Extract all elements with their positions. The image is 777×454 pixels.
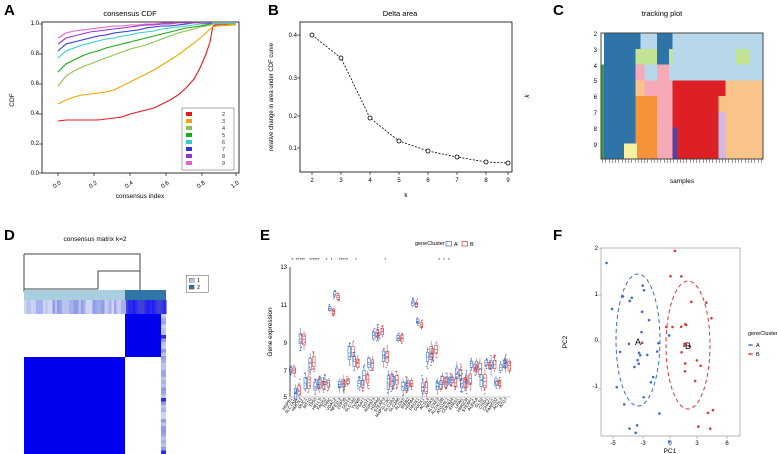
svg-text:3: 3 (695, 441, 699, 447)
svg-text:k: k (524, 94, 531, 98)
svg-text:0.0: 0.0 (31, 171, 40, 177)
svg-text:geneCluster: geneCluster (748, 331, 777, 337)
svg-text:CDF: CDF (9, 93, 16, 106)
svg-text:A: A (635, 337, 641, 347)
svg-text:2: 2 (310, 178, 314, 184)
svg-text:3: 3 (339, 178, 343, 184)
svg-text:-3: -3 (640, 441, 646, 447)
svg-text:0.0: 0.0 (52, 180, 63, 190)
svg-text:0.4: 0.4 (31, 111, 40, 117)
svg-text:2: 2 (594, 32, 598, 38)
svg-text:*: * (384, 257, 386, 262)
svg-text:-5: -5 (610, 441, 616, 447)
svg-text:7: 7 (455, 178, 459, 184)
svg-text:9: 9 (594, 143, 598, 149)
svg-text:*: * (326, 257, 328, 262)
svg-text:9: 9 (506, 178, 510, 184)
svg-text:9: 9 (284, 341, 288, 347)
svg-text:8: 8 (484, 178, 488, 184)
svg-text:7: 7 (284, 369, 288, 375)
svg-text:7: 7 (594, 111, 598, 117)
svg-text:3: 3 (594, 48, 598, 54)
svg-text:0.8: 0.8 (31, 51, 40, 57)
svg-text:Delta area: Delta area (383, 9, 418, 18)
svg-text:***: *** (300, 257, 306, 262)
svg-text:0.4: 0.4 (124, 180, 135, 190)
svg-text:5: 5 (397, 178, 401, 184)
svg-text:0.2: 0.2 (31, 141, 40, 147)
svg-text:0: 0 (595, 338, 599, 344)
svg-text:B: B (756, 352, 760, 358)
svg-text:4: 4 (368, 178, 372, 184)
svg-text:2: 2 (595, 246, 599, 252)
svg-text:5: 5 (594, 79, 598, 85)
svg-text:*: * (443, 257, 445, 262)
svg-text:*: * (331, 257, 333, 262)
svg-text:8: 8 (594, 127, 598, 133)
svg-text:*: * (448, 257, 450, 262)
svg-text:0.6: 0.6 (31, 81, 40, 87)
svg-text:5: 5 (222, 133, 225, 139)
svg-text:B: B (685, 341, 691, 351)
svg-text:11: 11 (281, 303, 288, 309)
svg-text:2: 2 (197, 285, 200, 291)
svg-text:*: * (438, 257, 440, 262)
svg-text:0.6: 0.6 (160, 180, 171, 190)
svg-text:consensus CDF: consensus CDF (103, 9, 157, 18)
svg-text:0.2: 0.2 (88, 180, 99, 190)
svg-text:2: 2 (222, 112, 225, 118)
svg-text:***: *** (314, 257, 320, 262)
svg-text:PC1: PC1 (664, 448, 677, 454)
svg-text:1.0: 1.0 (230, 180, 241, 190)
svg-text:samples: samples (670, 178, 695, 185)
svg-text:3: 3 (222, 119, 225, 125)
svg-text:relative change in area under: relative change in area under CDF curve (269, 42, 275, 151)
svg-text:consensus matrix k=2: consensus matrix k=2 (63, 236, 126, 243)
svg-text:13: 13 (280, 265, 287, 271)
svg-text:6: 6 (725, 441, 729, 447)
svg-text:tracking plot: tracking plot (642, 9, 683, 18)
svg-text:consensus index: consensus index (116, 193, 165, 200)
svg-text:A: A (756, 343, 760, 349)
svg-text:4: 4 (222, 126, 225, 132)
svg-text:6: 6 (426, 178, 430, 184)
svg-text:A: A (454, 242, 458, 248)
svg-text:0.3: 0.3 (289, 76, 298, 82)
svg-text:8: 8 (222, 154, 225, 160)
svg-text:*: * (292, 257, 294, 262)
svg-text:6: 6 (594, 95, 598, 101)
svg-text:0.4: 0.4 (289, 33, 298, 39)
svg-text:PC2: PC2 (562, 335, 569, 348)
svg-text:0.8: 0.8 (196, 180, 207, 190)
svg-text:1: 1 (197, 278, 200, 284)
svg-text:1.0: 1.0 (31, 21, 40, 27)
svg-text:geneCluster: geneCluster (415, 241, 445, 247)
svg-text:0.2: 0.2 (289, 114, 298, 120)
svg-text:Gene expression: Gene expression (267, 307, 274, 357)
svg-text:k: k (404, 192, 408, 199)
svg-text:6: 6 (222, 140, 225, 146)
svg-text:4: 4 (594, 64, 598, 70)
svg-text:-1: -1 (593, 384, 599, 390)
svg-text:***: *** (339, 257, 345, 262)
svg-text:*: * (355, 257, 357, 262)
svg-text:7: 7 (222, 147, 225, 153)
svg-text:0.1: 0.1 (289, 146, 298, 152)
svg-text:9: 9 (222, 161, 225, 167)
svg-text:**: ** (344, 257, 348, 262)
svg-text:B: B (470, 242, 474, 248)
